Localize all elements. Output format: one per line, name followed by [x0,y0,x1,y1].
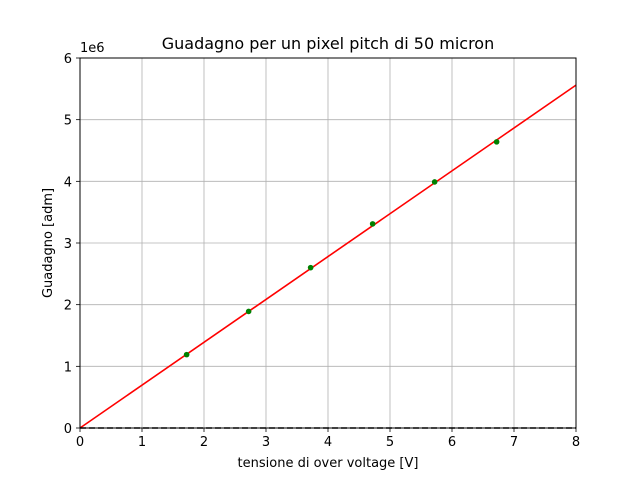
x-tick-label: 5 [386,435,394,450]
y-tick-label: 0 [64,422,72,437]
y-offset-label: 1e6 [80,41,105,56]
data-point [369,221,376,227]
x-tick-label: 7 [510,435,518,450]
chart-title: Guadagno per un pixel pitch di 50 micron [162,34,494,53]
y-tick-label: 2 [64,299,72,314]
grid [79,57,577,429]
x-tick-label: 2 [200,435,208,450]
data-point [245,308,252,315]
fit-line [79,84,577,429]
y-tick-label: 5 [64,114,72,129]
data-point [183,351,190,358]
x-tick-label: 0 [76,435,84,450]
y-axis-ticks: 0 1 2 3 4 5 6 [64,52,80,437]
x-axis-ticks: 0 1 2 3 4 5 6 7 8 [76,428,580,450]
x-tick-label: 1 [138,435,146,450]
y-tick-label: 4 [64,175,72,190]
data-point [431,179,438,185]
x-tick-label: 4 [324,435,332,450]
x-axis-label: tensione di over voltage [V] [238,456,419,471]
x-tick-label: 3 [262,435,270,450]
y-tick-label: 6 [64,52,72,67]
data-point [307,264,314,271]
y-tick-label: 1 [64,360,72,375]
y-axis-label: Guadagno [adm] [41,188,56,298]
y-tick-label: 3 [64,237,72,252]
data-point [493,139,500,145]
x-tick-label: 8 [572,435,580,450]
x-tick-label: 6 [448,435,456,450]
